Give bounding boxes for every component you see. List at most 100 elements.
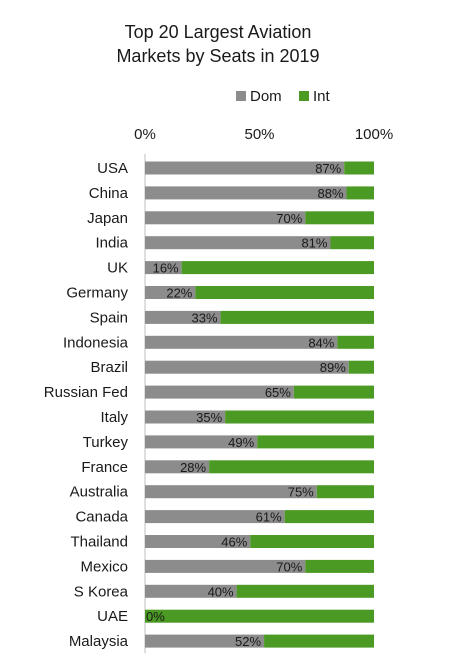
bar-segment-dom: [145, 485, 317, 499]
bar-row-indonesia: Indonesia 84%: [63, 334, 374, 351]
data-label: 65%: [265, 385, 291, 400]
bar-segment-int: [330, 236, 374, 250]
data-label: 88%: [317, 186, 343, 201]
bar-segment-dom: [145, 211, 306, 225]
bar-segment-int: [346, 186, 374, 200]
bar-segment-dom: [145, 535, 251, 548]
bar-segment-dom: [145, 186, 347, 200]
data-label: 28%: [180, 460, 206, 475]
bar-segment-dom: [145, 360, 349, 374]
data-label: 61%: [256, 510, 282, 525]
category-label: Malaysia: [69, 633, 129, 650]
bar-segment-int: [337, 335, 374, 349]
legend-swatch-int: [299, 91, 309, 101]
category-label: Turkey: [83, 434, 129, 451]
bar-segment-dom: [145, 559, 306, 573]
bar-segment-dom: [145, 161, 345, 175]
category-label: Brazil: [90, 359, 128, 376]
data-label: 33%: [192, 310, 218, 325]
bar-segment-dom: [145, 236, 331, 250]
category-label: S Korea: [74, 583, 129, 600]
bar-row-italy: Italy 35%: [100, 409, 374, 426]
bar-row-russian-fed: Russian Fed 65%: [44, 384, 374, 401]
legend-swatch-dom: [236, 91, 246, 101]
category-label: Japan: [87, 210, 128, 227]
bar-segment-int: [284, 510, 374, 524]
data-label: 16%: [153, 261, 179, 276]
bar-row-mexico: Mexico 70%: [80, 558, 374, 575]
category-label: India: [95, 235, 128, 252]
bar-segment-int: [305, 211, 374, 225]
bar-row-japan: Japan 70%: [87, 210, 374, 227]
data-label: 46%: [221, 535, 247, 550]
x-tick-label: 100%: [355, 126, 393, 143]
bar-row-spain: Spain 33%: [90, 309, 374, 326]
legend-label-int: Int: [313, 88, 331, 105]
data-label: 70%: [276, 559, 302, 574]
bar-row-australia: Australia 75%: [70, 484, 374, 501]
chart-title-line-2: Markets by Seats in 2019: [116, 46, 319, 66]
bar-segment-int: [236, 584, 374, 598]
bar-row-malaysia: Malaysia 52%: [69, 633, 374, 650]
chart-title: Top 20 Largest Aviation Markets by Seats…: [116, 22, 319, 66]
bar-segment-dom: [145, 410, 226, 424]
category-label: Thailand: [70, 534, 128, 551]
category-label: Germany: [66, 285, 128, 302]
category-label: France: [81, 459, 128, 476]
bar-segment-dom: [145, 460, 210, 474]
category-label: Australia: [70, 484, 129, 501]
category-label: USA: [97, 160, 128, 177]
bar-row-canada: Canada 61%: [75, 509, 374, 526]
bar-segment-int: [344, 161, 374, 175]
data-label: 52%: [235, 634, 261, 649]
bar-segment-int: [145, 609, 374, 623]
data-label: 40%: [208, 584, 234, 599]
bar-segment-int: [220, 310, 374, 324]
category-label: Indonesia: [63, 334, 129, 351]
category-label: Spain: [90, 309, 128, 326]
bar-row-india: India 81%: [95, 235, 374, 252]
bar-segment-dom: [145, 435, 258, 449]
bar-row-france: France 28%: [81, 459, 374, 476]
bar-row-usa: USA 87%: [97, 160, 374, 177]
data-label: 75%: [288, 485, 314, 500]
bar-segment-int: [305, 559, 374, 573]
data-label: 0%: [146, 609, 165, 624]
category-label: UK: [107, 260, 128, 277]
bar-segment-dom: [145, 261, 182, 275]
data-label: 84%: [308, 335, 334, 350]
x-tick-label: 0%: [134, 126, 156, 143]
chart-title-line-1: Top 20 Largest Aviation: [125, 22, 312, 42]
x-axis-ticks: 0% 50% 100%: [134, 126, 393, 143]
data-label: 81%: [301, 236, 327, 251]
bar-row-germany: Germany 22%: [66, 285, 374, 302]
bar-segment-int: [195, 286, 374, 299]
data-label: 22%: [166, 286, 192, 301]
bar-row-china: China 88%: [89, 185, 374, 202]
bar-segment-int: [250, 535, 374, 548]
bar-row-uae: UAE 0%: [97, 608, 374, 625]
category-label: UAE: [97, 608, 128, 625]
data-label: 49%: [228, 435, 254, 450]
category-label: Mexico: [80, 558, 128, 575]
x-tick-label: 50%: [244, 126, 274, 143]
data-label: 70%: [276, 211, 302, 226]
bar-segment-int: [225, 410, 374, 424]
data-label: 35%: [196, 410, 222, 425]
category-label: Italy: [100, 409, 128, 426]
bar-row-turkey: Turkey 49%: [83, 434, 374, 451]
bar-segment-dom: [145, 584, 237, 598]
bar-segment-dom: [145, 310, 221, 324]
bar-row-s-korea: S Korea 40%: [74, 583, 374, 600]
data-label: 89%: [320, 360, 346, 375]
bar-segment-dom: [145, 634, 265, 648]
bar-segment-dom: [145, 335, 338, 349]
bar-segment-int: [181, 261, 374, 275]
bar-segment-int: [316, 485, 374, 499]
data-label: 87%: [315, 161, 341, 176]
category-label: Canada: [75, 509, 128, 526]
bars: USA 87% China 88% Japan 70% India 81% UK 16% Germa…: [44, 160, 374, 650]
bar-segment-dom: [145, 385, 294, 399]
category-label: Russian Fed: [44, 384, 128, 401]
